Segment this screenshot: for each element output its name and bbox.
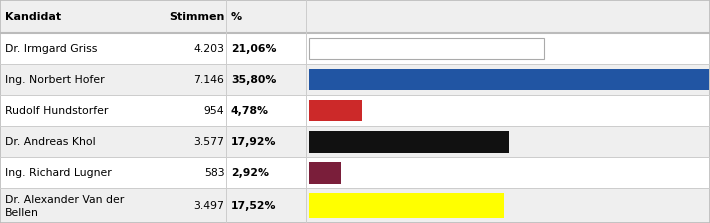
Bar [0,126,710,157]
Text: 17,52%: 17,52% [231,201,276,211]
Text: Rudolf Hundstorfer: Rudolf Hundstorfer [5,106,109,116]
Bar [309,38,544,59]
Text: 3.577: 3.577 [194,137,224,147]
Bar [309,193,505,218]
Bar [0,188,710,223]
Bar [0,33,710,64]
Text: Bellen: Bellen [5,208,39,218]
Bar [0,157,710,188]
Text: 17,92%: 17,92% [231,137,276,147]
Text: 954: 954 [204,106,224,116]
Bar [309,69,709,90]
Text: 4.203: 4.203 [193,43,224,54]
Text: Dr. Alexander Van der: Dr. Alexander Van der [5,195,124,205]
Text: Dr. Andreas Khol: Dr. Andreas Khol [5,137,96,147]
Text: 3.497: 3.497 [194,201,224,211]
Bar [309,131,509,153]
Text: Ing. Norbert Hofer: Ing. Norbert Hofer [5,74,104,85]
Text: %: % [231,12,242,21]
Text: Dr. Irmgard Griss: Dr. Irmgard Griss [5,43,97,54]
Text: Kandidat: Kandidat [5,12,61,21]
Bar [0,64,710,95]
Bar [309,162,342,184]
Bar [0,95,710,126]
Text: 2,92%: 2,92% [231,168,269,178]
Text: Stimmen: Stimmen [169,12,224,21]
Text: 21,06%: 21,06% [231,43,276,54]
Text: 583: 583 [204,168,224,178]
Text: 4,78%: 4,78% [231,106,269,116]
Text: 7.146: 7.146 [194,74,224,85]
Text: 35,80%: 35,80% [231,74,276,85]
Text: Ing. Richard Lugner: Ing. Richard Lugner [5,168,111,178]
Bar [309,100,362,122]
Bar [0,0,710,33]
